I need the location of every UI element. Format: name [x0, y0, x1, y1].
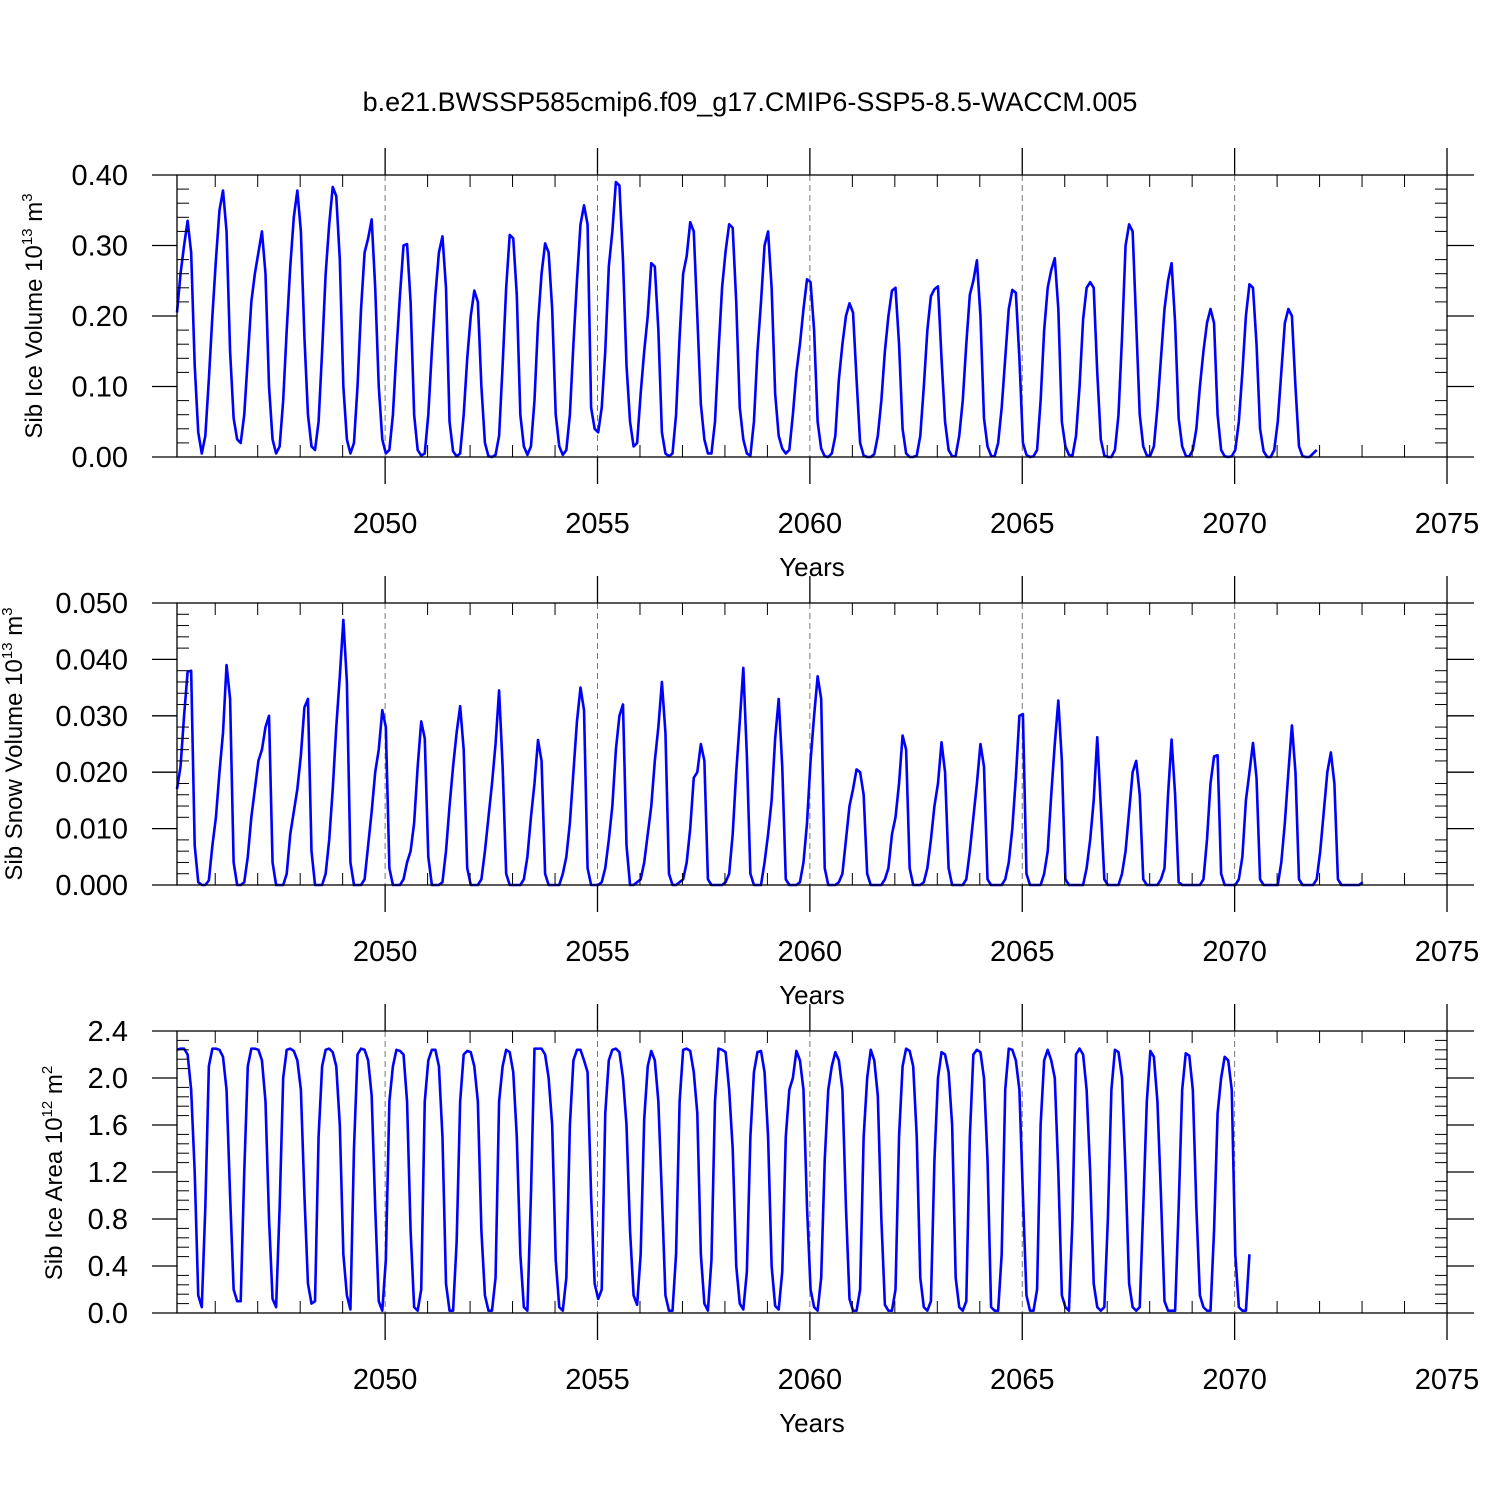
y-axis-label-exponent: 13 — [19, 228, 36, 245]
y-axis-label: Sib Ice Volume 1013 m3 — [19, 193, 48, 438]
y-tick-label: 0.040 — [55, 644, 128, 676]
panel-sib-ice-volume: Years Sib Ice Volume 1013 m3 0.00 0.10 0.2… — [19, 148, 1479, 582]
y-axis-label: Sib Ice Area 1012 m2 — [39, 1066, 68, 1280]
x-tick-label: 2075 — [1415, 936, 1480, 968]
x-tick-label: 2060 — [778, 936, 843, 968]
y-axis-label-prefix: Sib Ice Volume 10 — [21, 245, 48, 438]
x-tick-label: 2070 — [1202, 936, 1267, 968]
y-axis-label-unit: m — [41, 1074, 68, 1101]
x-tick-label: 2055 — [565, 508, 630, 540]
y-tick-label: 1.6 — [88, 1110, 128, 1142]
x-tick-label: 2055 — [565, 1364, 630, 1396]
x-tick-label: 2065 — [990, 936, 1055, 968]
y-tick-label: 0.020 — [55, 757, 128, 789]
x-tick-label: 2065 — [990, 1364, 1055, 1396]
y-tick-label: 0.0 — [88, 1298, 128, 1330]
x-tick-label: 2060 — [778, 508, 843, 540]
y-axis-label-exponent: 13 — [0, 642, 16, 659]
y-axis-label-exponent: 12 — [39, 1101, 56, 1118]
y-axis-label-prefix: Sib Ice Area 10 — [41, 1117, 68, 1280]
series-line — [175, 618, 1364, 887]
y-axis-label-unit-exponent: 3 — [19, 193, 36, 201]
y-axis-label-unit-exponent: 3 — [0, 607, 16, 615]
x-tick-label: 2050 — [353, 1364, 418, 1396]
plot-frame — [176, 602, 1448, 886]
y-axis-label-prefix: Sib Snow Volume 10 — [1, 659, 28, 880]
x-tick-label: 2050 — [353, 508, 418, 540]
panel-sib-snow-volume: Years Sib Snow Volume 1013 m3 0.000 0.010… — [0, 576, 1479, 1010]
panel-sib-ice-area: Years Sib Ice Area 1012 m2 0.0 0.4 0.8 1.2 1… — [39, 1004, 1479, 1438]
y-tick-label: 0.00 — [72, 442, 128, 474]
y-tick-label: 0.050 — [55, 588, 128, 620]
y-tick-label: 0.010 — [55, 814, 128, 846]
y-tick-label: 0.000 — [55, 870, 128, 902]
series-line — [176, 1047, 1251, 1312]
y-tick-label: 0.40 — [72, 160, 128, 192]
x-tick-label: 2060 — [778, 1364, 843, 1396]
y-axis-label-unit: m — [21, 202, 48, 229]
y-tick-label: 0.20 — [72, 301, 128, 333]
x-axis-label: Years — [779, 980, 845, 1010]
x-tick-label: 2055 — [565, 936, 630, 968]
x-tick-label: 2075 — [1415, 508, 1480, 540]
x-tick-label: 2070 — [1202, 508, 1267, 540]
x-tick-label: 2065 — [990, 508, 1055, 540]
x-tick-label: 2075 — [1415, 1364, 1480, 1396]
y-axis-label: Sib Snow Volume 1013 m3 — [0, 607, 28, 880]
x-axis-label: Years — [779, 552, 845, 582]
y-axis-label-unit-exponent: 2 — [39, 1066, 56, 1074]
y-tick-label: 0.8 — [88, 1204, 128, 1236]
y-tick-label: 0.4 — [88, 1251, 128, 1283]
x-axis-label: Years — [779, 1408, 845, 1438]
y-tick-label: 2.4 — [88, 1016, 128, 1048]
y-tick-label: 1.2 — [88, 1157, 128, 1189]
figure-title: b.e21.BWSSP585cmip6.f09_g17.CMIP6-SSP5-8… — [363, 87, 1138, 117]
series-line — [175, 180, 1318, 459]
y-tick-label: 2.0 — [88, 1063, 128, 1095]
x-tick-label: 2070 — [1202, 1364, 1267, 1396]
y-axis-label-unit: m — [1, 616, 28, 643]
x-tick-label: 2050 — [353, 936, 418, 968]
y-tick-label: 0.10 — [72, 372, 128, 404]
y-tick-label: 0.030 — [55, 701, 128, 733]
y-tick-label: 0.30 — [72, 231, 128, 263]
plot-frame — [176, 1030, 1448, 1314]
